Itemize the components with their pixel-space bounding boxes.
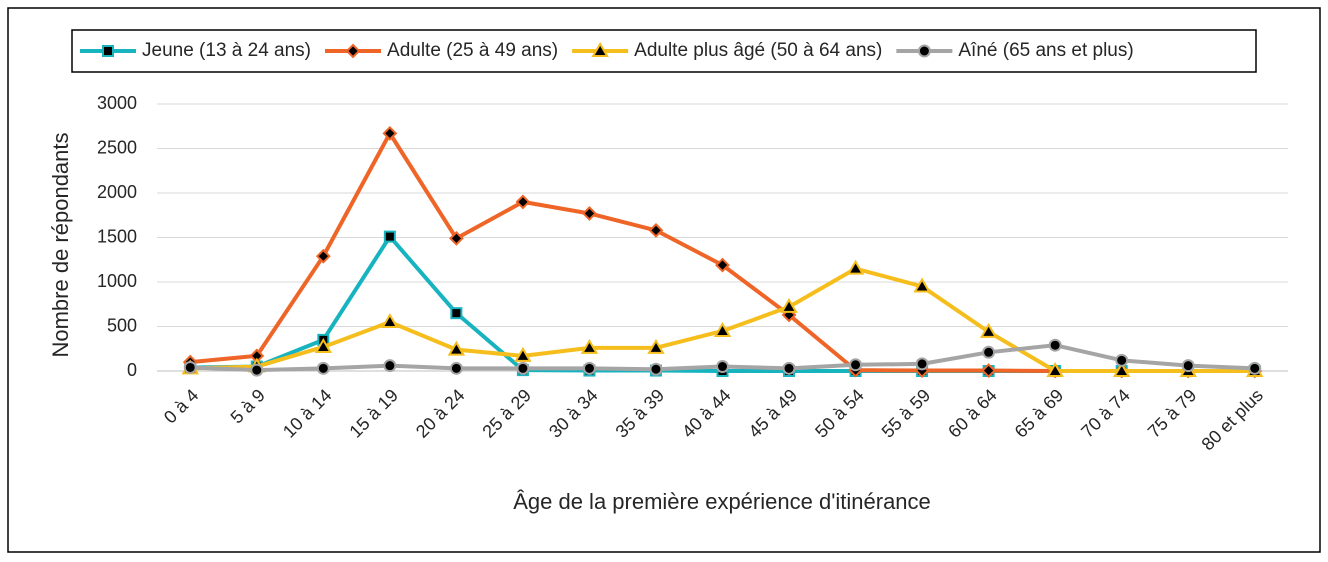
marker [1046, 362, 1064, 377]
marker [1181, 359, 1195, 373]
marker [915, 357, 929, 371]
legend-label: Adulte (25 à 49 ans) [387, 40, 558, 61]
marker [580, 338, 599, 354]
marker [846, 259, 865, 275]
marker [780, 297, 798, 313]
marker [315, 248, 331, 264]
marker [647, 338, 665, 354]
legend-label: Aîné (65 ans et plus) [958, 40, 1133, 61]
y-axis-title: Nombre de répondants [48, 132, 73, 357]
marker [713, 321, 732, 337]
marker [250, 363, 264, 377]
marker [447, 340, 466, 356]
marker [383, 230, 396, 243]
marker [102, 45, 114, 57]
y-tick-label: 3000 [97, 93, 137, 113]
y-tick-label: 1500 [97, 226, 137, 246]
legend-label: Jeune (13 à 24 ans) [142, 40, 311, 61]
marker [316, 361, 330, 375]
marker [582, 206, 597, 221]
marker [1248, 361, 1262, 375]
marker [591, 42, 609, 57]
marker [649, 362, 663, 376]
marker [1112, 362, 1131, 377]
chart-frame [7, 7, 1321, 553]
marker [449, 361, 463, 375]
marker [913, 277, 931, 293]
marker [183, 360, 197, 374]
legend-label: Adulte plus âgé (50 à 64 ans) [634, 40, 882, 61]
x-axis-title: Âge de la première expérience d'itinéran… [513, 489, 931, 514]
marker [979, 322, 998, 338]
marker [648, 222, 664, 238]
legend-item: Jeune (13 à 24 ans) [80, 40, 311, 61]
marker [782, 361, 796, 375]
y-tick-label: 0 [127, 360, 137, 380]
marker [514, 346, 532, 362]
marker [716, 360, 729, 374]
marker [917, 44, 931, 58]
y-tick-label: 1000 [97, 271, 137, 291]
marker [516, 361, 530, 375]
marker [448, 230, 464, 246]
y-tick-label: 2000 [97, 182, 137, 202]
marker [715, 257, 730, 273]
legend-item: Aîné (65 ans et plus) [896, 40, 1134, 61]
legend-item: Adulte plus âgé (50 à 64 ans) [572, 40, 882, 61]
marker [1115, 353, 1129, 367]
marker [981, 363, 997, 378]
y-tick-label: 500 [107, 315, 137, 335]
marker [383, 359, 397, 373]
marker [381, 313, 399, 329]
marker [982, 345, 996, 359]
legend-item: Adulte (25 à 49 ans) [325, 40, 558, 61]
marker [345, 43, 361, 59]
marker [382, 125, 398, 141]
marker [450, 307, 463, 320]
marker [515, 194, 531, 210]
marker [1048, 338, 1062, 352]
marker [582, 361, 596, 375]
marker [314, 337, 333, 353]
marker [849, 358, 863, 372]
legend-frame [71, 29, 1257, 73]
y-tick-label: 2500 [97, 137, 137, 157]
